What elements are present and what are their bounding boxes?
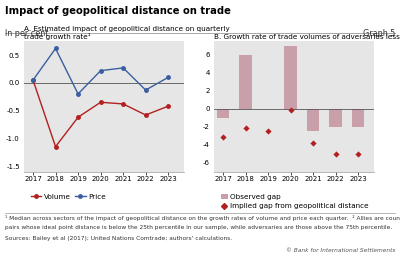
Bar [352,109,364,127]
Bar [307,109,319,131]
Point [288,108,294,112]
Point [220,135,226,140]
Point [355,151,362,156]
Point [310,141,316,145]
Bar [239,55,252,109]
Bar [330,109,342,127]
Text: In per cent: In per cent [5,29,48,38]
Legend: Volume, Price: Volume, Price [28,191,108,203]
Point [242,126,249,131]
Legend: Observed gap, Implied gap from geopolitical distance: Observed gap, Implied gap from geopoliti… [218,191,372,212]
Point [332,151,339,156]
Bar [217,109,229,118]
Point [265,129,271,133]
Text: Graph 5: Graph 5 [363,29,395,38]
Text: Sources: Bailey et al (2017); United Nations Comtrade; authors' calculations.: Sources: Bailey et al (2017); United Nat… [5,236,232,241]
Text: © Bank for International Settlements: © Bank for International Settlements [286,248,395,253]
Text: ¹ Median across sectors of the impact of geopolitical distance on the growth rat: ¹ Median across sectors of the impact of… [5,215,400,221]
Bar [284,46,297,109]
Text: B. Growth rate of trade volumes of adversaries less allies²: B. Growth rate of trade volumes of adver… [214,34,400,40]
Text: pairs whose ideal point distance is below the 25th percentile in our sample, whi: pairs whose ideal point distance is belo… [5,225,392,230]
Text: Impact of geopolitical distance on trade: Impact of geopolitical distance on trade [5,6,231,17]
Text: A. Estimated impact of geopolitical distance on quarterly
trade growth rate¹: A. Estimated impact of geopolitical dist… [24,26,230,40]
